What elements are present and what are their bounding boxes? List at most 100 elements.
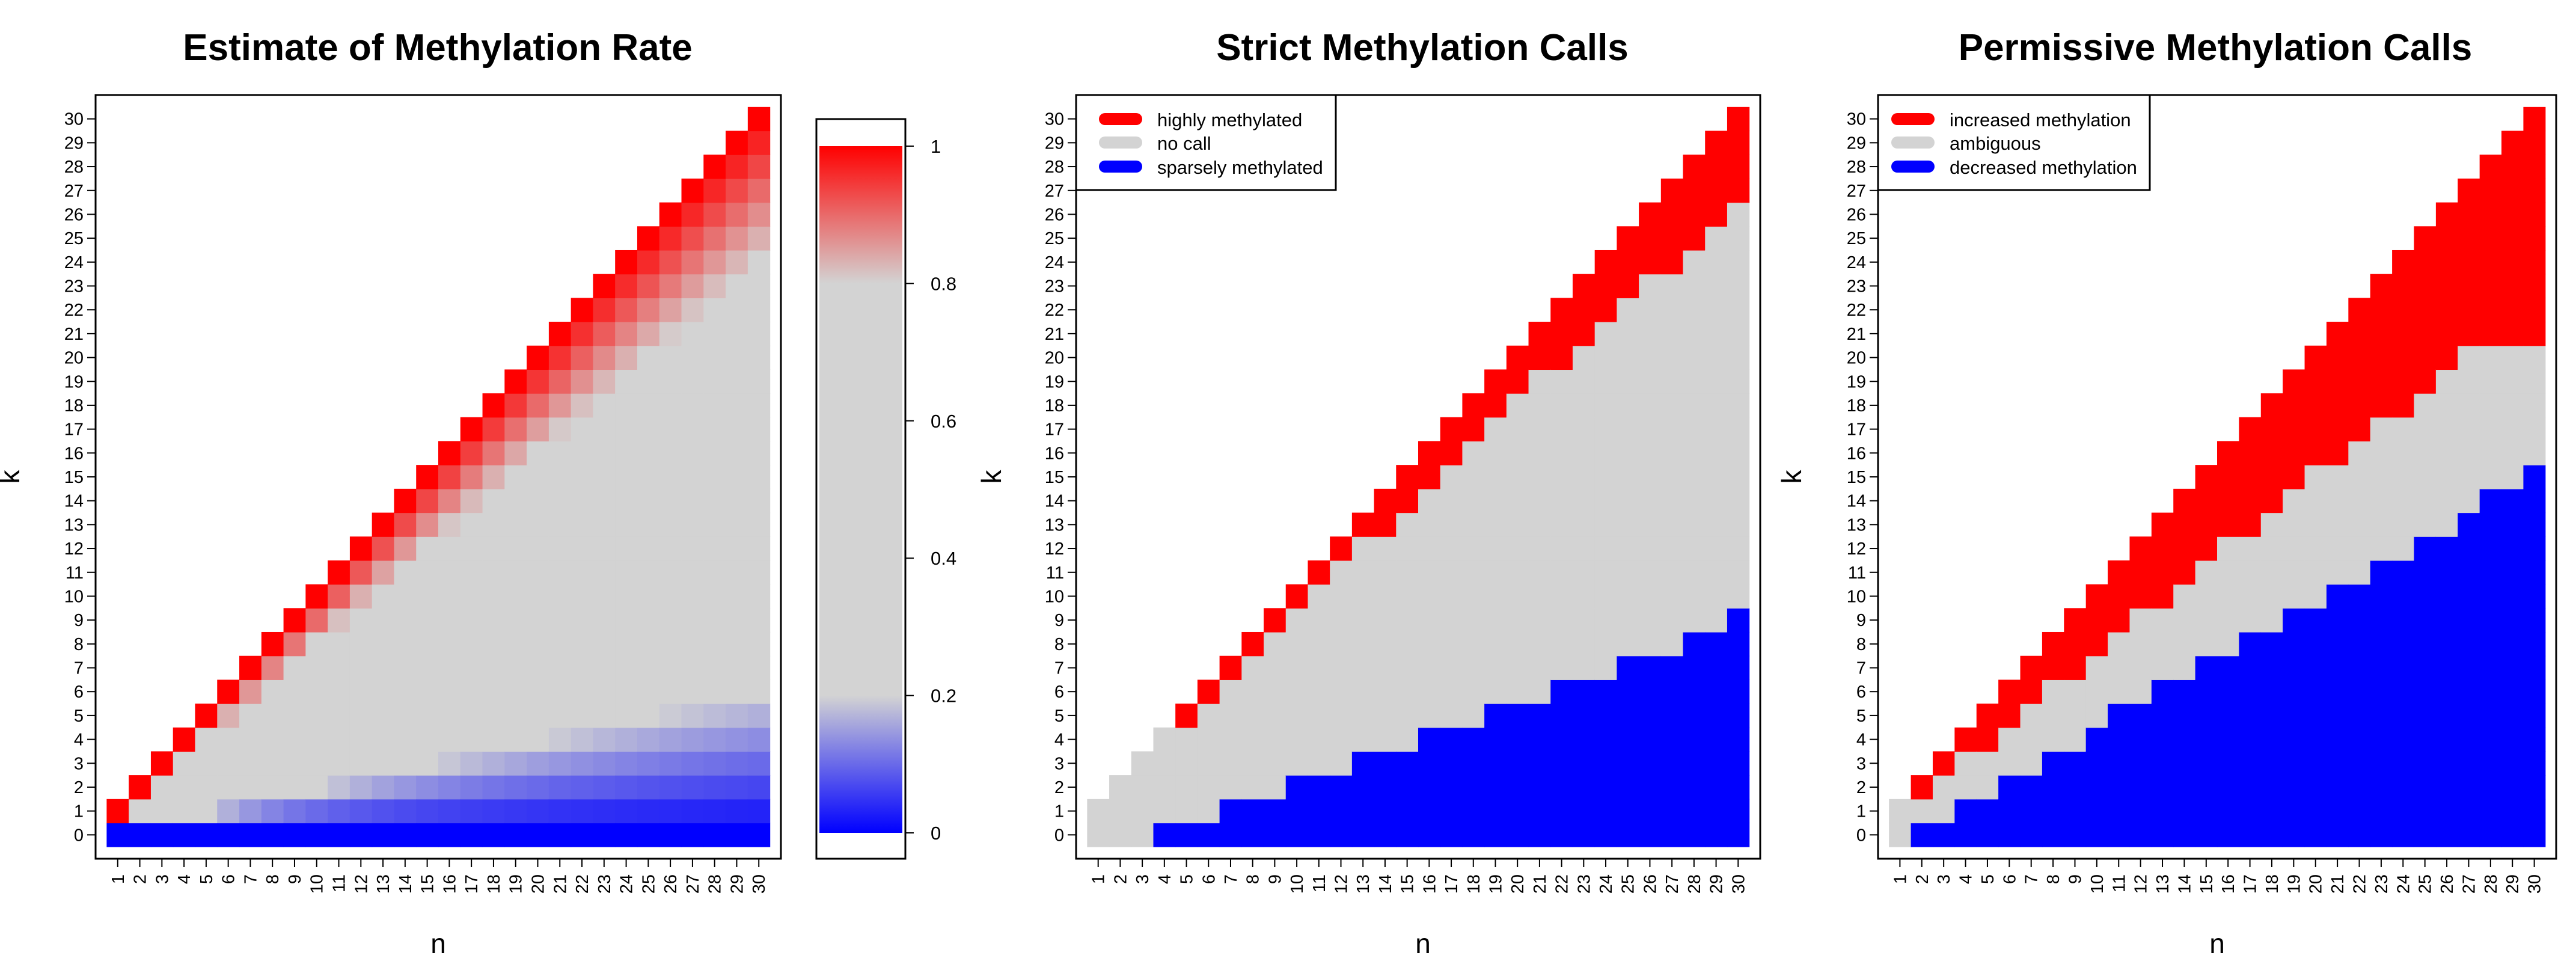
heatmap-cell-n9-k8	[283, 631, 306, 657]
heatmap-cell-n22-k12	[2348, 536, 2371, 561]
heatmap-cell-n28-k21	[1683, 322, 1706, 346]
heatmap-cell-n24-k9	[1594, 608, 1617, 633]
y-tick-label: 3	[1856, 754, 1866, 773]
heatmap-cell-n27-k9	[681, 608, 704, 633]
heatmap-cell-n12-k12	[2129, 536, 2152, 561]
heatmap-cell-n23-k8	[593, 631, 616, 657]
heatmap-cell-n25-k22	[1617, 298, 1639, 322]
heatmap-cell-n20-k19	[1506, 369, 1529, 394]
heatmap-cell-n25-k23	[637, 274, 660, 298]
heatmap-cell-n28-k8	[2479, 631, 2502, 657]
x-tick-label: 29	[1707, 874, 1727, 894]
heatmap-cell-n2-k2	[1911, 775, 1933, 800]
heatmap-cell-n13-k0	[1351, 823, 1375, 847]
heatmap-cell-n29-k16	[2501, 441, 2524, 465]
heatmap-cell-n12-k3	[349, 751, 373, 776]
heatmap-cell-n24-k24	[1594, 250, 1617, 275]
heatmap-cell-n25-k10	[1617, 584, 1639, 609]
heatmap-cell-n23-k6	[593, 680, 616, 704]
heatmap-cell-n20-k6	[2304, 680, 2327, 704]
heatmap-cell-n29-k10	[726, 584, 748, 609]
heatmap-cell-n12-k4	[349, 727, 373, 752]
heatmap-cell-n15-k15	[1396, 465, 1419, 489]
heatmap-cell-n26-k20	[659, 345, 682, 370]
heatmap-cell-n22-k2	[1550, 775, 1573, 800]
heatmap-cell-n13-k11	[372, 560, 395, 585]
heatmap-cell-n18-k5	[2260, 704, 2283, 728]
heatmap-cell-n18-k8	[2260, 631, 2283, 657]
heatmap-cell-n29-k28	[1705, 155, 1728, 179]
heatmap-cell-n15-k4	[1396, 727, 1419, 752]
heatmap-cell-n29-k8	[1705, 631, 1728, 657]
heatmap-cell-n18-k5	[1462, 704, 1485, 728]
heatmap-cell-n30-k28	[1727, 155, 1750, 179]
y-tick-label: 10	[1045, 587, 1064, 606]
y-tick-label: 20	[64, 349, 84, 368]
heatmap-cell-n15-k13	[2195, 512, 2218, 537]
heatmap-cell-n21-k12	[1528, 536, 1551, 561]
heatmap-cell-n20-k11	[527, 560, 549, 585]
heatmap-cell-n29-k21	[726, 322, 748, 346]
heatmap-cell-n17-k8	[460, 631, 483, 657]
heatmap-cell-n23-k22	[2370, 298, 2393, 322]
heatmap-cell-n13-k9	[372, 608, 395, 633]
heatmap-cell-n22-k13	[571, 512, 594, 537]
heatmap-cell-n24-k4	[1594, 727, 1617, 752]
heatmap-cell-n25-k2	[637, 775, 660, 800]
heatmap-cell-n3-k0	[1131, 823, 1154, 847]
x-tick-label: 25	[1619, 874, 1638, 894]
heatmap-cell-n26-k16	[1639, 441, 1662, 465]
heatmap-cell-n28-k11	[703, 560, 726, 585]
heatmap-cell-n26-k11	[659, 560, 682, 585]
heatmap-cell-n30-k5	[747, 704, 771, 728]
heatmap-cell-n26-k10	[2435, 584, 2458, 609]
heatmap-cell-n14-k0	[2173, 823, 2196, 847]
heatmap-cell-n24-k13	[2392, 512, 2415, 537]
heatmap-cell-n7-k4	[2020, 727, 2043, 752]
heatmap-cell-n25-k10	[2414, 584, 2437, 609]
heatmap-cell-n28-k7	[2479, 655, 2502, 680]
heatmap-cell-n17-k10	[2239, 584, 2262, 609]
heatmap-cell-n26-k21	[2435, 322, 2458, 346]
heatmap-cell-n23-k10	[2370, 584, 2393, 609]
y-tick-label: 13	[1045, 515, 1064, 535]
heatmap-cell-n30-k18	[747, 393, 771, 418]
heatmap-cell-n15-k1	[2195, 799, 2218, 824]
heatmap-cell-n3-k1	[1932, 799, 1955, 824]
y-tick-label: 16	[64, 444, 84, 463]
y-tick-label: 26	[1045, 205, 1064, 224]
y-tick-label: 2	[1856, 778, 1866, 797]
heatmap-cell-n29-k27	[726, 178, 748, 203]
y-tick-label: 3	[74, 754, 84, 773]
heatmap-cell-n17-k6	[1440, 680, 1463, 704]
heatmap-cell-n25-k19	[2414, 369, 2437, 394]
heatmap-cell-n29-k3	[726, 751, 748, 776]
heatmap-cell-n4-k1	[1153, 799, 1176, 824]
x-tick-label: 11	[1310, 874, 1329, 892]
heatmap-cell-n14-k13	[394, 512, 417, 537]
heatmap-cell-n11-k8	[2108, 631, 2131, 657]
heatmap-cell-n26-k3	[1639, 751, 1662, 776]
heatmap-cell-n12-k10	[1330, 584, 1353, 609]
heatmap-cell-n27-k12	[2458, 536, 2480, 561]
heatmap-cell-n26-k11	[2435, 560, 2458, 585]
heatmap-cell-n30-k26	[1727, 202, 1750, 227]
heatmap-cell-n19-k4	[1484, 727, 1507, 752]
heatmap-cell-n30-k21	[747, 322, 771, 346]
heatmap-cell-n21-k3	[1528, 751, 1551, 776]
heatmap-cell-n19-k10	[2283, 584, 2305, 609]
heatmap-cell-n26-k4	[659, 727, 682, 752]
y-tick-label: 9	[74, 611, 84, 630]
x-tick-label: 30	[750, 874, 769, 894]
heatmap-cell-n22-k5	[2348, 704, 2371, 728]
heatmap-cell-n20-k5	[527, 704, 549, 728]
heatmap-cell-n28-k1	[703, 799, 726, 824]
heatmap-cell-n26-k24	[1639, 250, 1662, 275]
heatmap-cell-n27-k16	[681, 441, 704, 465]
heatmap-cell-n20-k8	[527, 631, 549, 657]
legend-swatch-blue	[1099, 161, 1142, 173]
heatmap-cell-n24-k13	[1594, 512, 1617, 537]
heatmap-cell-n22-k2	[2348, 775, 2371, 800]
heatmap-cell-n9-k0	[1264, 823, 1286, 847]
heatmap-cell-n19-k1	[1484, 799, 1507, 824]
